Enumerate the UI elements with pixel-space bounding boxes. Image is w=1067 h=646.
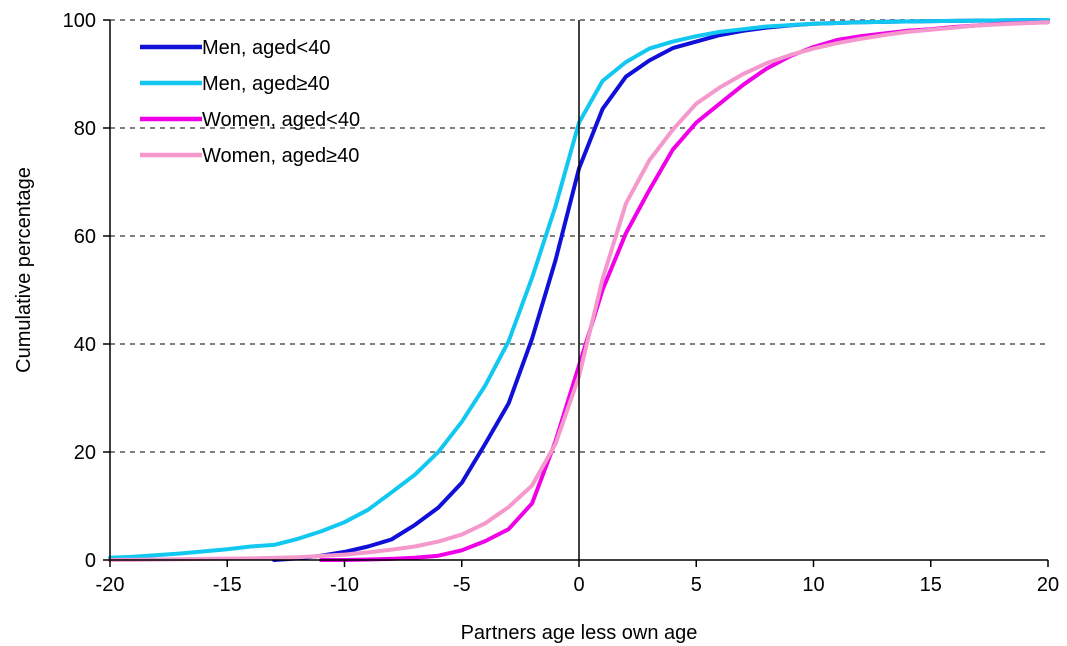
legend: Men, aged<40 Men, aged≥40 Women, aged<40 Wo… — [140, 37, 360, 167]
x-tick-label: 20 — [1037, 574, 1059, 596]
legend-item: Women, aged≥40 — [140, 145, 359, 167]
legend-label: Men, aged≥40 — [202, 73, 330, 95]
y-tick-label: 80 — [74, 118, 96, 140]
x-tick-label: -10 — [330, 574, 359, 596]
x-axis-title: Partners age less own age — [461, 622, 698, 644]
legend-label: Women, aged<40 — [202, 109, 360, 131]
x-tick-label: -20 — [96, 574, 125, 596]
y-tick-label: 60 — [74, 226, 96, 248]
legend-item: Men, aged<40 — [140, 37, 330, 59]
x-tick-label: 15 — [920, 574, 942, 596]
y-tick-label: 20 — [74, 442, 96, 464]
legend-item: Women, aged<40 — [140, 109, 360, 131]
y-tick-label: 40 — [74, 334, 96, 356]
series-line-1 — [272, 18, 1050, 562]
legend-label: Men, aged<40 — [202, 37, 330, 59]
y-tick-label: 0 — [85, 550, 96, 572]
legend-label: Women, aged≥40 — [202, 145, 359, 167]
x-tick-label: -15 — [213, 574, 242, 596]
axes: 0 20 40 60 80 100 -20 -15 -10 -5 0 5 10 15 20 — [63, 10, 1060, 596]
x-tick-label: 10 — [802, 574, 824, 596]
series-line-2 — [108, 18, 1050, 560]
y-tick-label: 100 — [63, 10, 96, 32]
y-axis-title: Cumulative percentage — [13, 167, 35, 373]
series-line-4 — [108, 20, 1050, 562]
series-line-3 — [319, 20, 1050, 562]
legend-item: Men, aged≥40 — [140, 73, 330, 95]
x-tick-label: 5 — [691, 574, 702, 596]
x-tick-label: -5 — [453, 574, 471, 596]
x-tick-label: 0 — [573, 574, 584, 596]
